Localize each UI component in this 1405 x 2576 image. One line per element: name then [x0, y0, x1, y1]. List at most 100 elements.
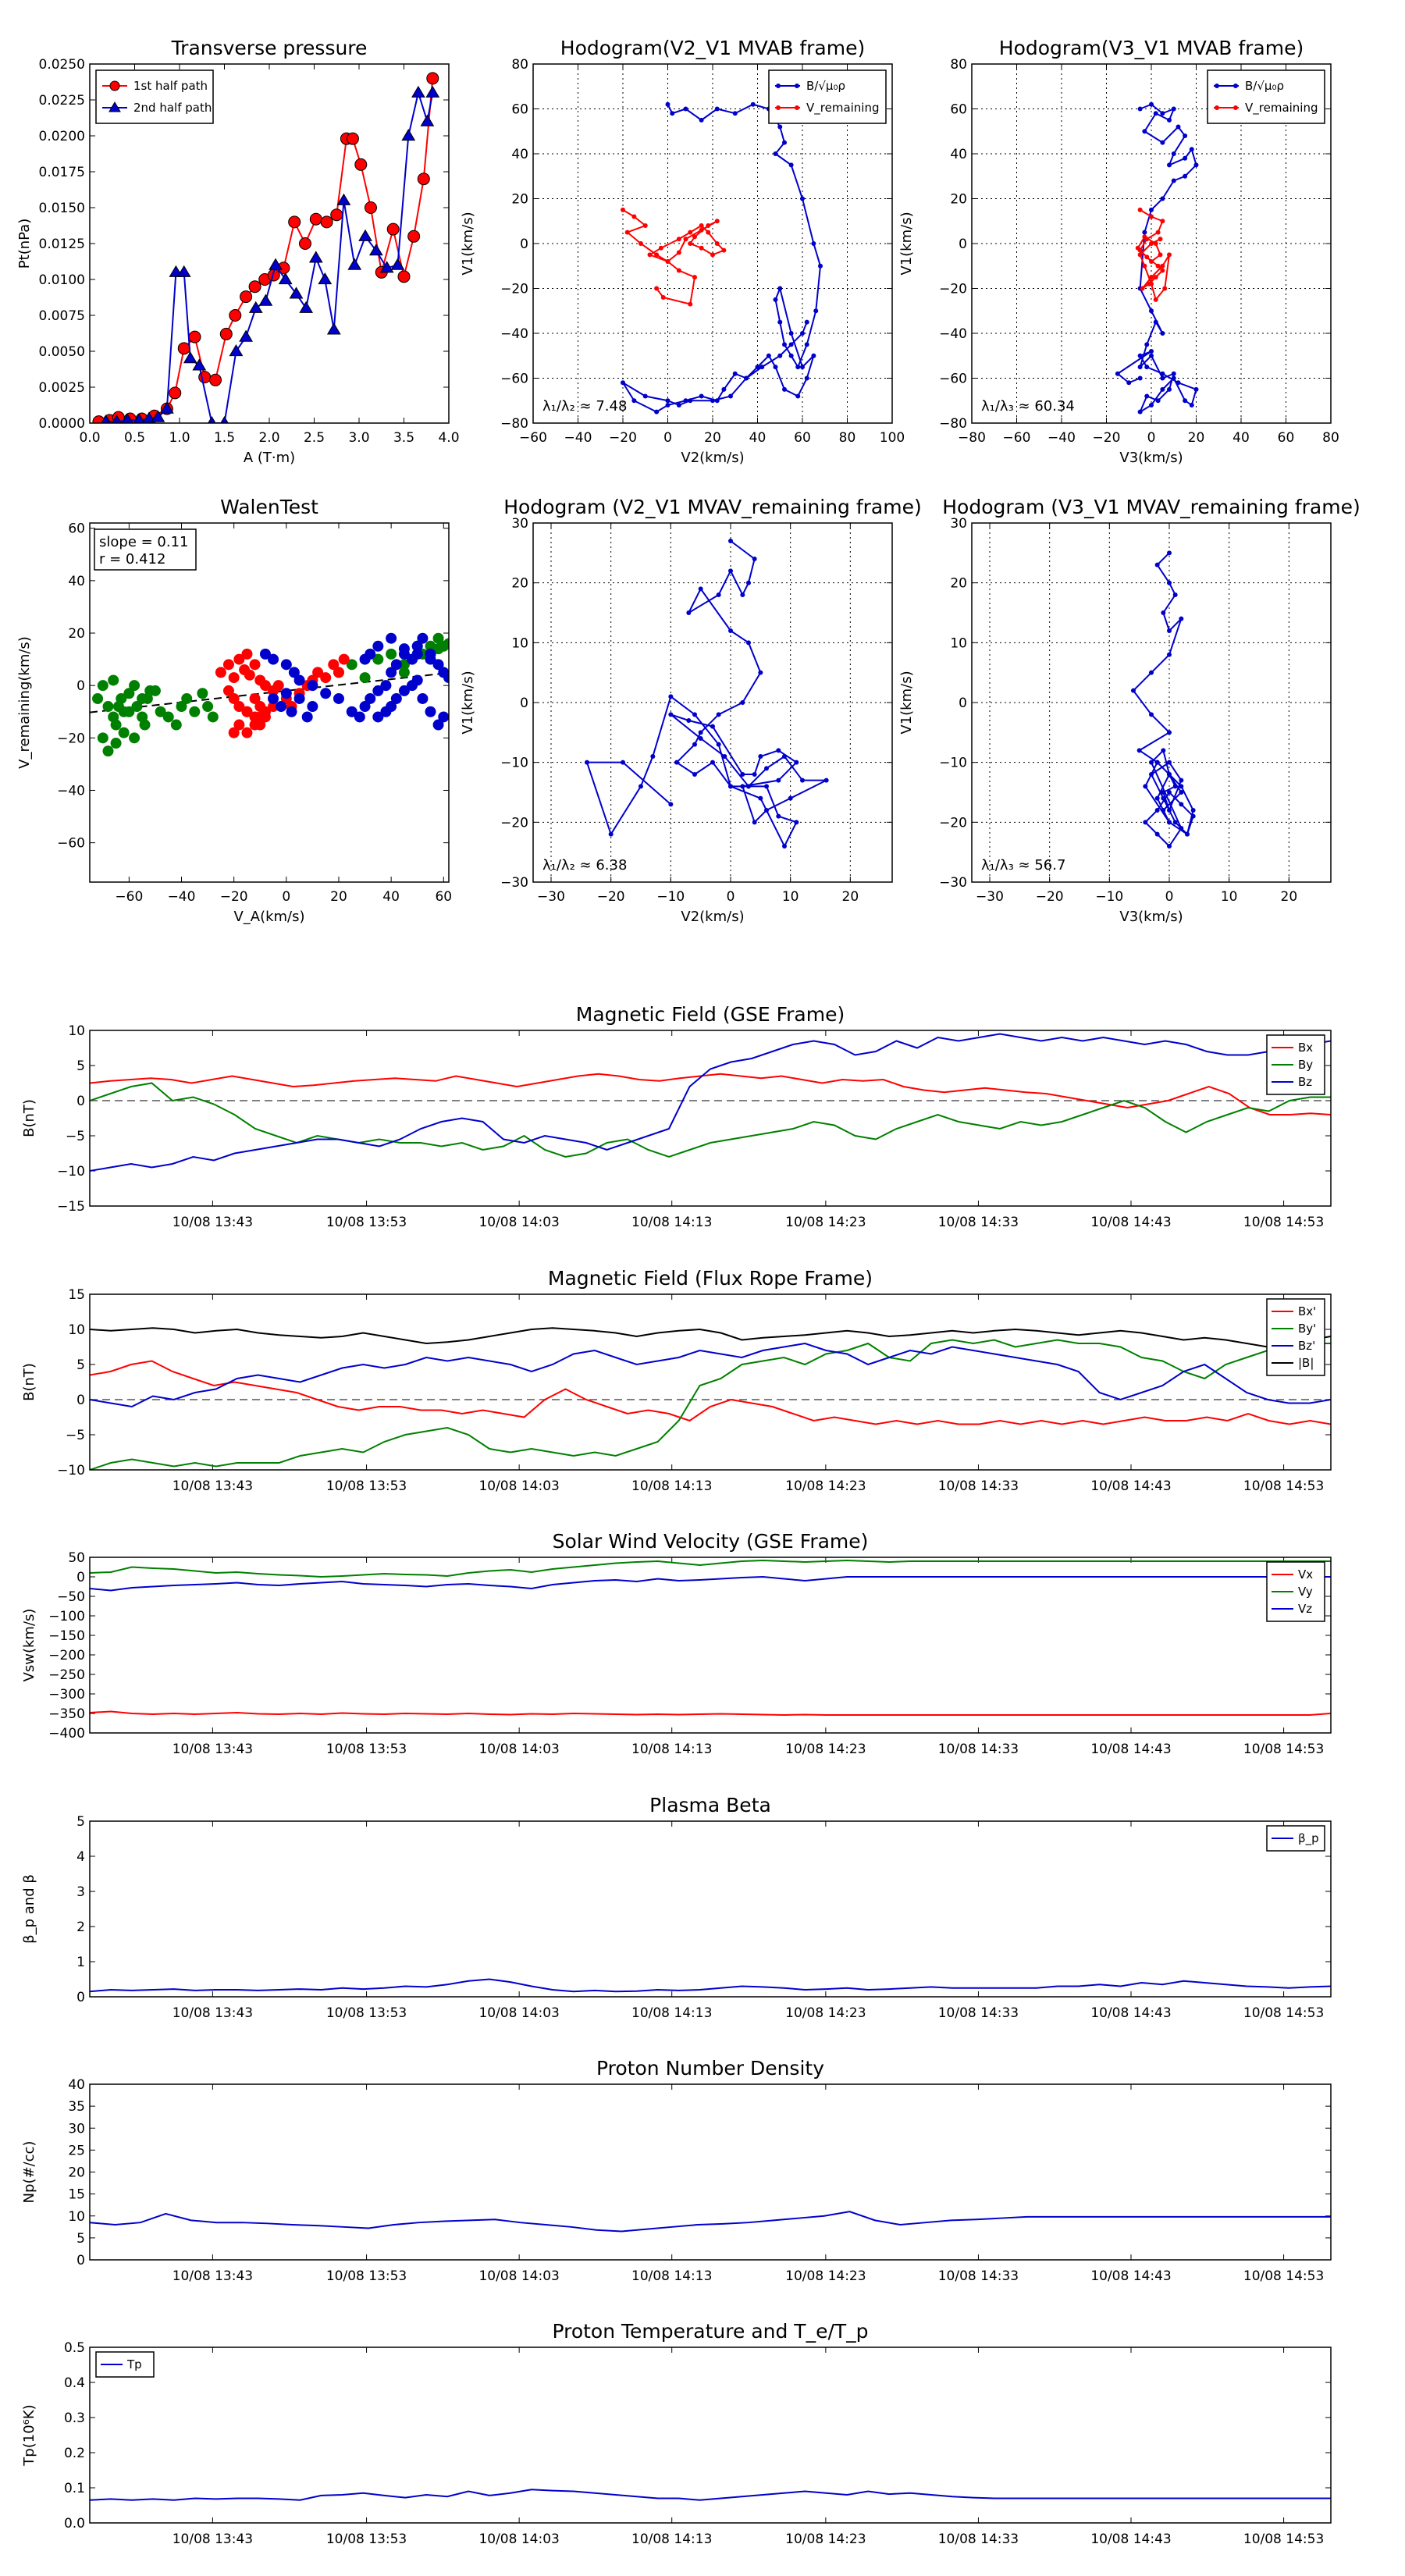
legend-marker: [795, 84, 799, 88]
data-point: [1176, 380, 1181, 386]
data-point: [1171, 371, 1176, 376]
x-tick-label: 20: [330, 889, 347, 905]
data-point: [728, 539, 733, 543]
data-point: [129, 680, 140, 692]
t2-panel: −10 −5 0 5 10 15 10/08 13:43 10/08 13:53 10/08 1…: [21, 1267, 1332, 1494]
data-point: [112, 415, 122, 423]
data-point: [654, 286, 660, 291]
data-point: [1167, 117, 1172, 123]
data-point: [1167, 790, 1172, 795]
data-point: [307, 680, 318, 692]
x-tick-label: 10/08 13:53: [326, 1478, 407, 1494]
data-point: [777, 286, 783, 291]
y-axis-label: B(nT): [21, 1099, 37, 1137]
data-point: [788, 331, 794, 336]
series-line: [90, 1327, 1331, 1348]
data-point: [1153, 275, 1158, 280]
data-point: [1160, 371, 1165, 376]
data-point: [710, 398, 715, 404]
data-point: [1176, 124, 1181, 130]
data-point: [432, 643, 444, 655]
data-point: [746, 640, 751, 646]
y-tick-label: 0.0100: [39, 272, 85, 288]
data-point: [776, 777, 781, 783]
x-tick-label: 10/08 14:23: [785, 1742, 866, 1757]
legend-label: Vx: [1298, 1567, 1313, 1582]
y-tick-label: −20: [500, 815, 528, 831]
t4-panel: 0 1 2 3 4 5 10/08 13:43 10/08 13:53 10/08 14:03 1…: [21, 1794, 1332, 2021]
data-point: [241, 648, 253, 660]
x-tick-label: 10/08 14:03: [478, 1478, 559, 1494]
data-point: [249, 692, 261, 704]
data-point: [676, 250, 681, 255]
data-point: [144, 685, 156, 696]
data-point: [1149, 353, 1154, 358]
legend-label: B/√μ₀ρ: [1245, 79, 1284, 93]
data-point: [714, 106, 720, 112]
data-point: [1160, 219, 1165, 224]
data-point: [1144, 393, 1150, 399]
data-point: [160, 401, 174, 414]
y-tick-label: 35: [68, 2099, 85, 2115]
data-point: [97, 732, 108, 744]
x-tick-label: 40: [1232, 430, 1250, 446]
data-point: [328, 659, 340, 671]
y-tick-label: −5: [66, 1129, 85, 1144]
data-point: [688, 301, 693, 307]
y-tick-label: 5: [76, 1059, 85, 1074]
data-point: [1179, 790, 1184, 795]
data-point: [280, 688, 292, 699]
x-axis-label: A (T·m): [244, 450, 295, 466]
plot-frame: [89, 2083, 1332, 2261]
data-point: [1167, 844, 1172, 849]
y-tick-label: 5: [76, 1814, 85, 1830]
data-point: [638, 241, 643, 246]
data-point: [320, 215, 333, 229]
x-tick-label: 1.5: [214, 430, 235, 446]
data-point: [293, 674, 305, 686]
y-tick-label: 40: [68, 574, 85, 589]
data-point: [1158, 252, 1163, 258]
data-point: [359, 701, 371, 713]
plot-frame: [89, 1293, 1332, 1471]
data-point: [795, 393, 801, 399]
data-point: [804, 342, 809, 347]
y-tick-label: −60: [57, 836, 85, 852]
data-point: [782, 386, 787, 392]
data-point: [183, 351, 197, 364]
y-tick-label: −10: [57, 1463, 85, 1478]
data-point: [1142, 229, 1147, 235]
data-point: [631, 398, 637, 404]
x-tick-label: 10/08 13:43: [173, 2005, 253, 2021]
plot-frame: [532, 522, 893, 883]
y-tick-label: −5: [66, 1428, 85, 1443]
x-tick-label: 10/08 13:53: [326, 1742, 407, 1757]
data-point: [326, 322, 341, 335]
data-point: [1167, 730, 1172, 735]
data-point: [776, 748, 781, 753]
x-tick-label: 10/08 13:43: [173, 1742, 253, 1757]
y-tick-label: −200: [48, 1648, 85, 1663]
data-point: [668, 712, 674, 717]
y-tick-label: 0.5: [64, 2340, 85, 2356]
data-point: [823, 777, 829, 783]
data-point: [665, 101, 670, 107]
data-point: [676, 403, 681, 407]
y-tick-label: 0: [76, 1094, 85, 1109]
p2-panel: −60 −40 −20 0 20 40 60 80 100−80−60−40−200204060…: [460, 37, 905, 466]
chart-title: Plasma Beta: [649, 1794, 771, 1816]
data-point: [97, 680, 108, 692]
data-point: [1162, 286, 1168, 291]
data-point: [426, 72, 439, 85]
y-tick-label: −40: [939, 326, 967, 342]
data-point: [1190, 813, 1196, 819]
data-point: [1149, 241, 1154, 246]
data-point: [744, 375, 749, 381]
data-point: [1193, 386, 1199, 392]
data-point: [776, 813, 781, 819]
x-tick-label: 20: [704, 430, 721, 446]
data-point: [773, 151, 778, 156]
data-point: [585, 760, 589, 765]
